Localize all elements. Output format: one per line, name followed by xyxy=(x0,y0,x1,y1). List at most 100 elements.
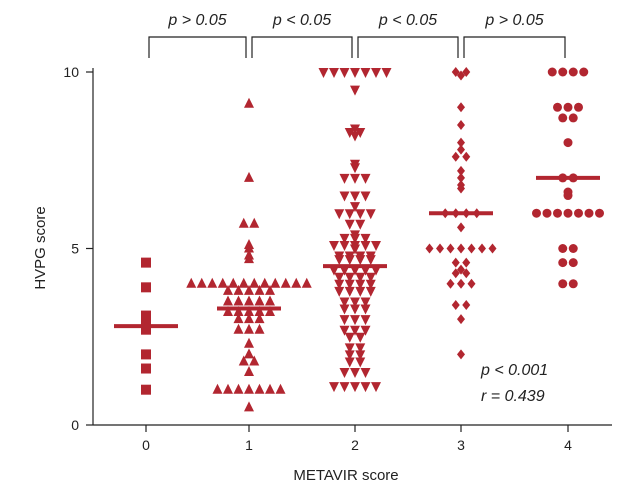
data-point-triangle-down xyxy=(360,265,371,276)
data-point-circle xyxy=(568,258,578,268)
data-point-triangle-down xyxy=(339,240,350,251)
data-point-triangle-up xyxy=(254,295,265,306)
data-point-diamond xyxy=(425,243,434,254)
data-point-triangle-down xyxy=(381,68,392,78)
data-point-triangle-down xyxy=(365,272,376,283)
data-point-triangle-up xyxy=(196,277,207,288)
data-point-diamond xyxy=(457,314,465,325)
data-point-triangle-down xyxy=(318,68,329,78)
annotation-p-value: p < 0.001 xyxy=(480,362,548,379)
data-point-diamond xyxy=(457,349,465,360)
data-point-triangle-down xyxy=(360,382,371,393)
data-point-triangle-down xyxy=(344,279,355,290)
data-point-diamond xyxy=(457,137,465,148)
data-point-diamond xyxy=(457,102,465,113)
data-point-triangle-up xyxy=(228,277,239,288)
data-point-triangle-down xyxy=(360,173,371,184)
data-point-square xyxy=(141,282,151,293)
data-point-triangle-up xyxy=(223,383,233,394)
data-point-triangle-up xyxy=(233,323,244,334)
y-tick-label: 10 xyxy=(63,64,79,80)
data-point-circle xyxy=(558,279,568,289)
data-point-triangle-down xyxy=(355,343,366,354)
data-point-diamond xyxy=(451,268,460,279)
data-point-circle xyxy=(579,67,589,77)
data-point-triangle-down xyxy=(339,191,350,202)
data-point-circle xyxy=(568,113,578,123)
annotation-r-value: r = 0.439 xyxy=(481,388,545,405)
data-point-triangle-up xyxy=(186,277,197,288)
data-point-triangle-down xyxy=(360,297,371,308)
data-point-triangle-up xyxy=(254,284,265,295)
data-point-diamond xyxy=(457,119,465,130)
x-tick-label: 2 xyxy=(351,437,359,453)
data-point-triangle-up xyxy=(212,383,223,394)
data-point-triangle-down xyxy=(365,251,376,262)
y-axis-label: HVPG score xyxy=(32,206,49,289)
data-point-circle xyxy=(563,102,573,112)
data-point-triangle-down xyxy=(360,304,371,315)
data-point-diamond xyxy=(457,172,465,183)
data-point-triangle-down xyxy=(355,332,366,343)
data-point-triangle-down xyxy=(334,251,345,262)
comparison-bracket xyxy=(463,36,566,58)
data-point-triangle-up xyxy=(244,306,254,317)
data-point-triangle-down xyxy=(350,304,360,315)
data-point-triangle-down xyxy=(371,240,381,251)
data-point-triangle-down xyxy=(334,279,345,290)
data-point-diamond xyxy=(478,243,486,254)
data-point-triangle-up xyxy=(249,217,260,228)
data-point-diamond xyxy=(457,70,465,81)
data-point-diamond xyxy=(457,144,465,155)
data-point-triangle-up xyxy=(244,366,254,377)
x-tick-label: 0 xyxy=(142,437,150,453)
data-point-triangle-down xyxy=(339,368,350,379)
data-point-square xyxy=(141,363,151,374)
data-point-triangle-down xyxy=(329,68,339,78)
data-point-triangle-down xyxy=(355,350,366,361)
data-point-triangle-down xyxy=(350,124,360,135)
comparison-bracket xyxy=(251,36,353,58)
data-point-triangle-up xyxy=(223,295,233,306)
data-point-triangle-up xyxy=(249,277,260,288)
data-point-triangle-down xyxy=(339,68,350,78)
data-point-circle xyxy=(563,187,573,197)
data-point-diamond xyxy=(457,264,465,275)
data-point-triangle-up xyxy=(244,249,254,260)
data-point-triangle-up xyxy=(223,284,233,295)
data-point-triangle-up xyxy=(254,383,265,394)
data-point-triangle-down xyxy=(350,382,360,393)
data-point-triangle-up xyxy=(265,295,275,306)
data-point-circle xyxy=(547,67,557,77)
data-point-diamond xyxy=(462,268,471,279)
data-point-triangle-up xyxy=(265,383,275,394)
data-point-triangle-up xyxy=(244,401,254,412)
data-point-circle xyxy=(558,113,568,123)
data-point-triangle-down xyxy=(365,209,376,220)
data-point-circle xyxy=(584,208,594,218)
data-point-triangle-down xyxy=(329,240,339,251)
x-tick-label: 1 xyxy=(245,437,253,453)
data-point-triangle-down xyxy=(355,209,366,220)
data-point-triangle-down xyxy=(350,191,360,202)
data-point-triangle-down xyxy=(339,173,350,184)
data-point-diamond xyxy=(462,257,471,268)
data-point-triangle-down xyxy=(350,368,360,379)
data-point-triangle-up xyxy=(259,277,270,288)
data-point-square xyxy=(141,384,151,395)
data-point-triangle-down xyxy=(339,297,350,308)
data-point-triangle-down xyxy=(360,233,371,244)
data-point-triangle-down xyxy=(350,230,360,241)
data-point-triangle-up xyxy=(244,238,254,249)
data-point-circle xyxy=(574,102,583,112)
data-point-triangle-down xyxy=(355,279,366,290)
data-point-triangle-up xyxy=(244,295,254,306)
data-point-circle xyxy=(574,208,583,218)
x-tick-label: 3 xyxy=(457,437,465,453)
data-point-square xyxy=(141,257,151,268)
data-point-triangle-down xyxy=(339,382,350,393)
data-point-triangle-down xyxy=(329,382,339,393)
data-point-triangle-down xyxy=(371,68,381,78)
x-axis-label: METAVIR score xyxy=(293,467,398,484)
